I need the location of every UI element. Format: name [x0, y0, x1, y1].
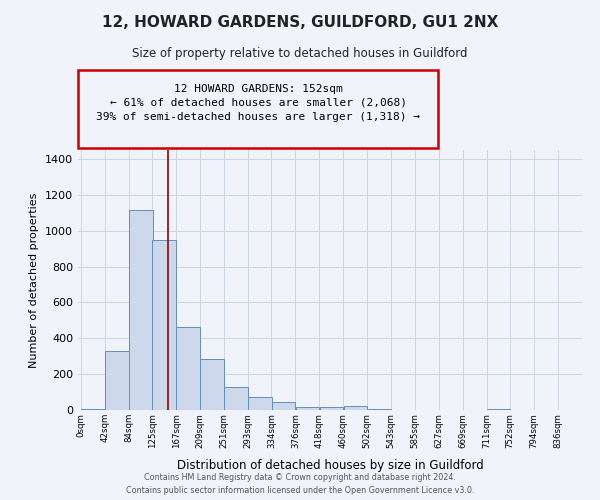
Text: Contains HM Land Registry data © Crown copyright and database right 2024.: Contains HM Land Registry data © Crown c… — [144, 474, 456, 482]
Text: Contains public sector information licensed under the Open Government Licence v3: Contains public sector information licen… — [126, 486, 474, 495]
FancyBboxPatch shape — [78, 70, 438, 148]
Bar — [248, 398, 272, 410]
Text: 12, HOWARD GARDENS, GUILDFORD, GU1 2NX: 12, HOWARD GARDENS, GUILDFORD, GU1 2NX — [102, 15, 498, 30]
Bar — [176, 327, 200, 410]
Bar — [105, 351, 128, 410]
Bar — [152, 240, 176, 410]
Bar — [81, 409, 104, 410]
X-axis label: Distribution of detached houses by size in Guildford: Distribution of detached houses by size … — [176, 459, 484, 472]
Bar — [200, 360, 224, 410]
Bar — [344, 406, 367, 410]
Bar — [368, 409, 391, 410]
Bar — [320, 407, 343, 410]
Text: Size of property relative to detached houses in Guildford: Size of property relative to detached ho… — [132, 48, 468, 60]
Y-axis label: Number of detached properties: Number of detached properties — [29, 192, 40, 368]
Bar — [272, 402, 295, 410]
Bar — [487, 408, 511, 410]
Bar — [224, 388, 248, 410]
Text: 12 HOWARD GARDENS: 152sqm
← 61% of detached houses are smaller (2,068)
39% of se: 12 HOWARD GARDENS: 152sqm ← 61% of detac… — [96, 84, 420, 122]
Bar — [296, 407, 319, 410]
Bar — [129, 210, 152, 410]
